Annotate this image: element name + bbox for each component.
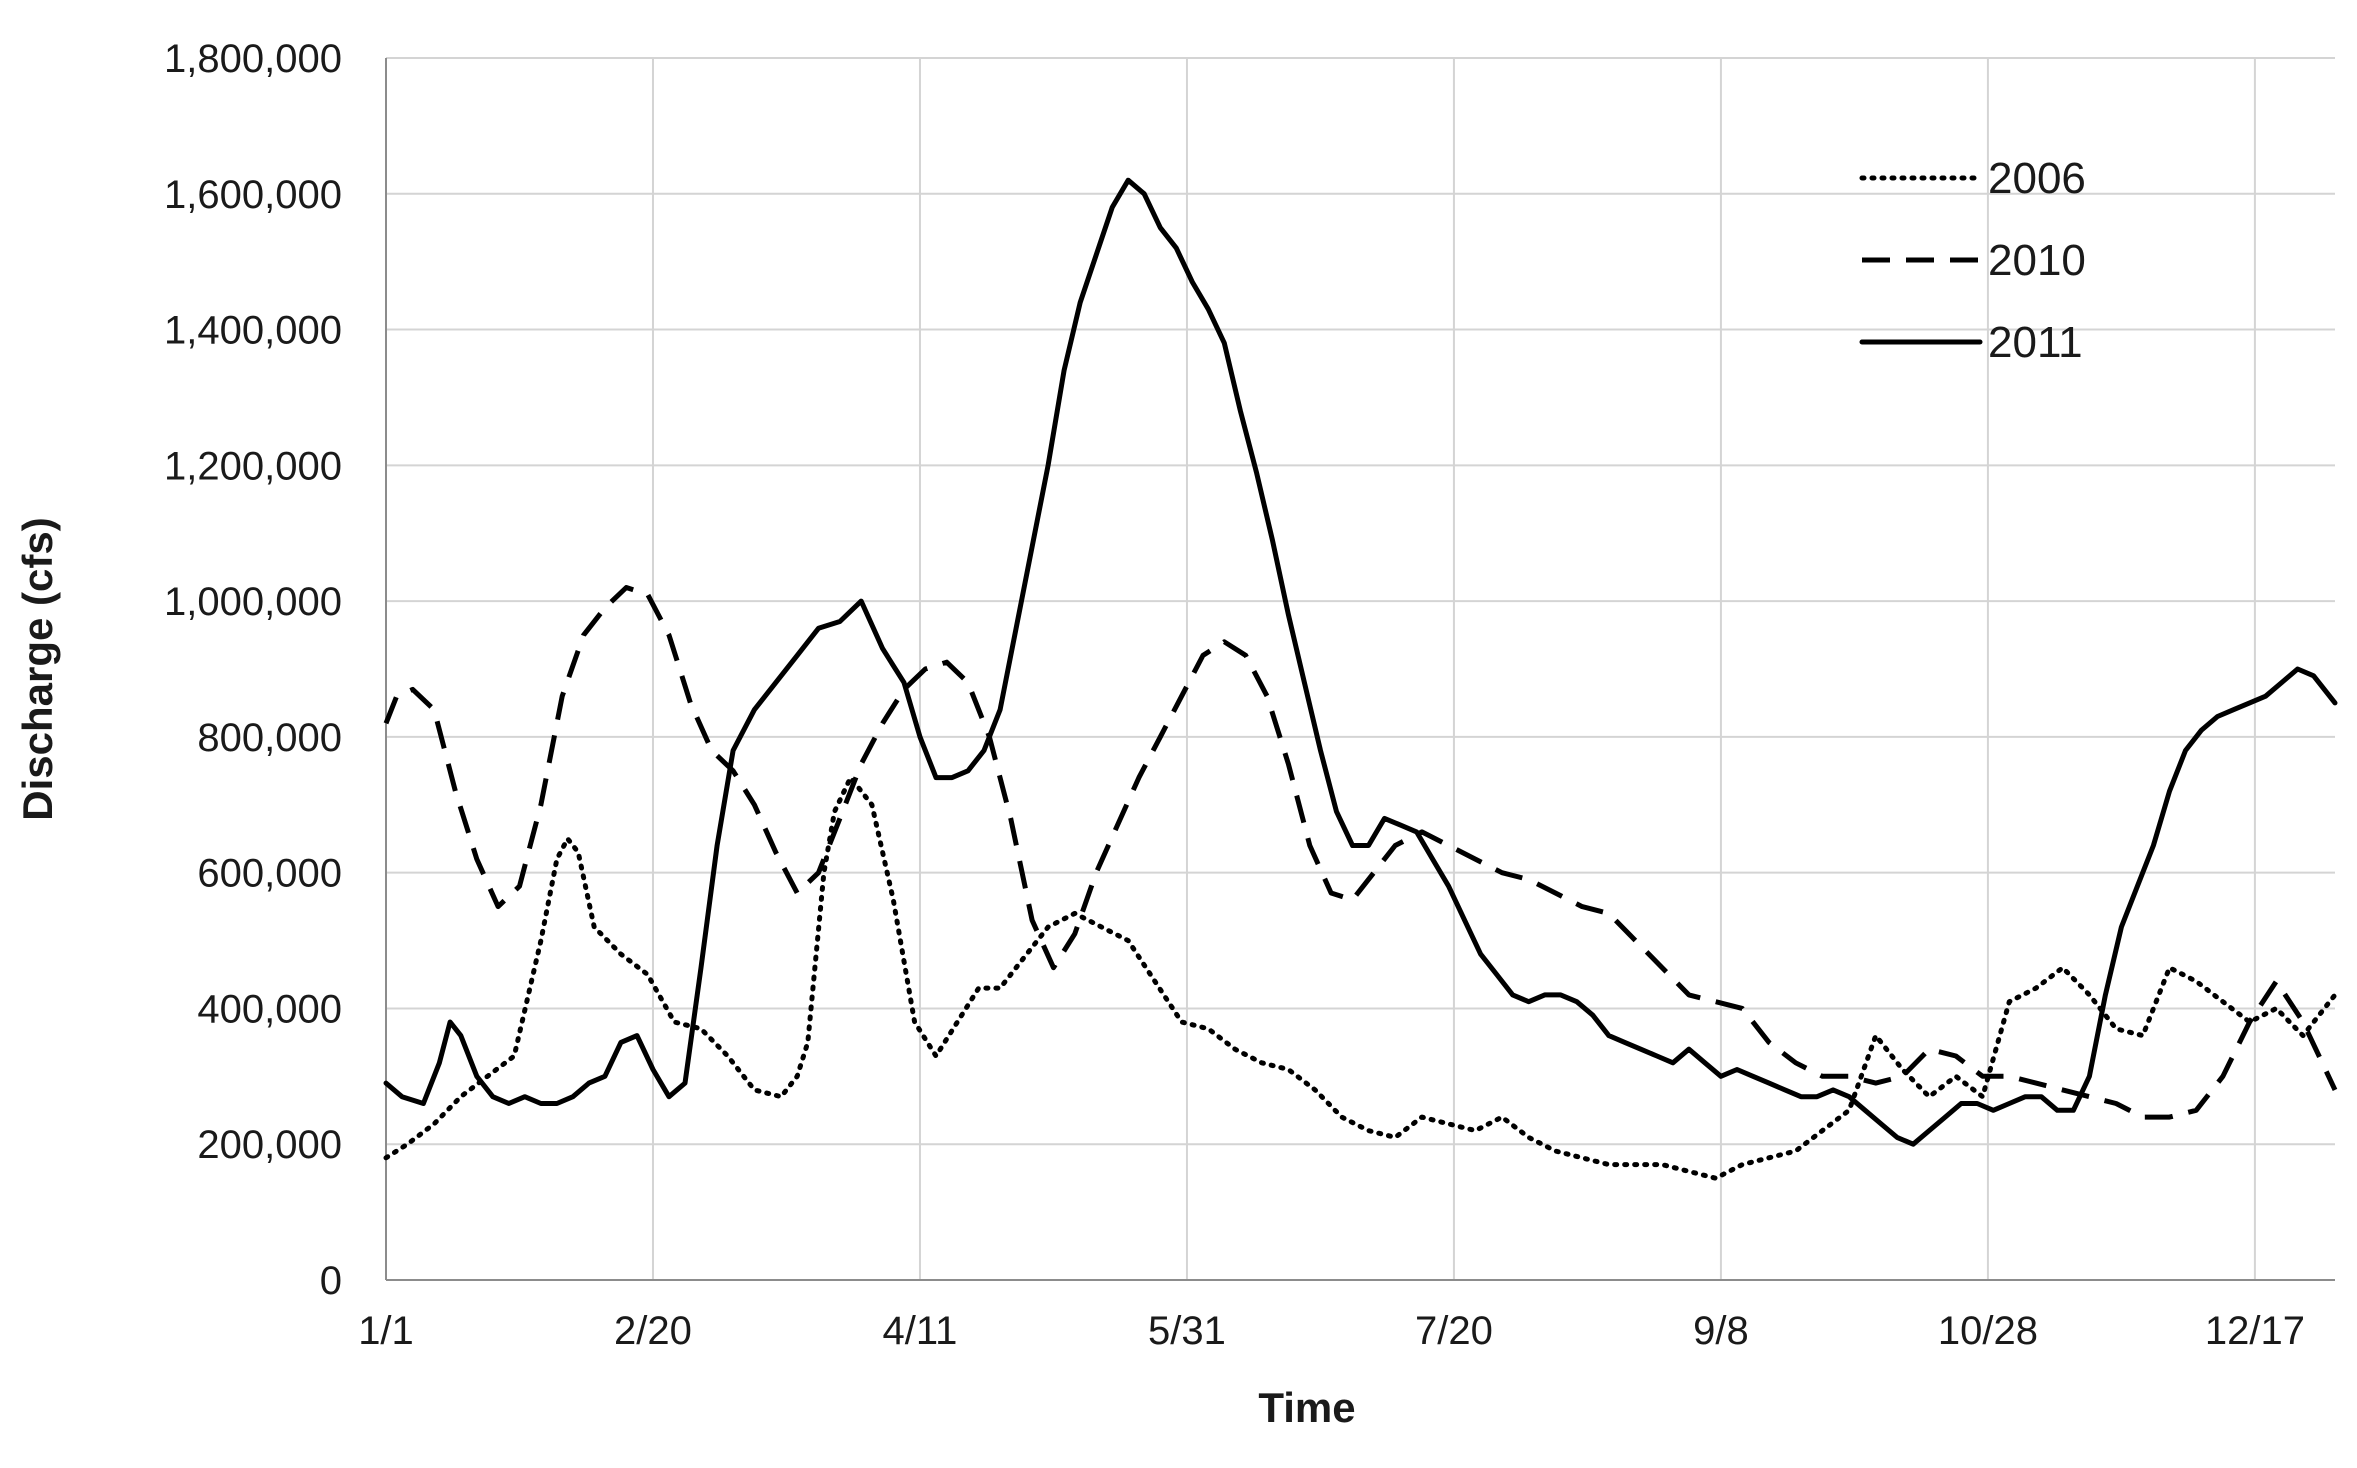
- x-tick-label: 7/20: [1415, 1309, 1493, 1353]
- y-tick-label: 200,000: [197, 1123, 342, 1167]
- series-2010-line: [383, 585, 2338, 1120]
- x-tick-label: 2/20: [614, 1309, 692, 1353]
- legend-label-2006: 2006: [1988, 154, 2086, 203]
- y-tick-label: 0: [320, 1259, 342, 1303]
- x-tick-label: 10/28: [1938, 1309, 2038, 1353]
- y-tick-label: 1,200,000: [164, 444, 342, 488]
- axes: 0 200,000 400,000 600,000 800,000 1,000,000 1,…: [164, 37, 2335, 1353]
- y-tick-label: 1,400,000: [164, 309, 342, 353]
- legend: 2006 2010 2011: [1859, 154, 2086, 367]
- x-tick-label: 4/11: [883, 1309, 958, 1353]
- legend-label-2010: 2010: [1988, 236, 2086, 285]
- y-tick-label: 400,000: [197, 987, 342, 1031]
- y-tick-label: 1,800,000: [164, 37, 342, 81]
- series-2006-line: [383, 775, 2338, 1181]
- legend-label-2011: 2011: [1988, 318, 2083, 367]
- y-tick-label: 1,600,000: [164, 173, 342, 217]
- y-tick-label: 800,000: [197, 716, 342, 760]
- x-tick-label: 9/8: [1693, 1309, 1749, 1353]
- y-axis-title: Discharge (cfs): [14, 517, 61, 820]
- x-tick-label: 5/31: [1148, 1309, 1226, 1353]
- series-lines: [383, 177, 2338, 1181]
- y-tick-label: 600,000: [197, 852, 342, 896]
- x-tick-label: 1/1: [358, 1309, 414, 1353]
- series-2011-line: [383, 177, 2338, 1147]
- x-tick-label: 12/17: [2205, 1309, 2305, 1353]
- y-tick-label: 1,000,000: [164, 580, 342, 624]
- x-axis-title: Time: [1258, 1384, 1355, 1431]
